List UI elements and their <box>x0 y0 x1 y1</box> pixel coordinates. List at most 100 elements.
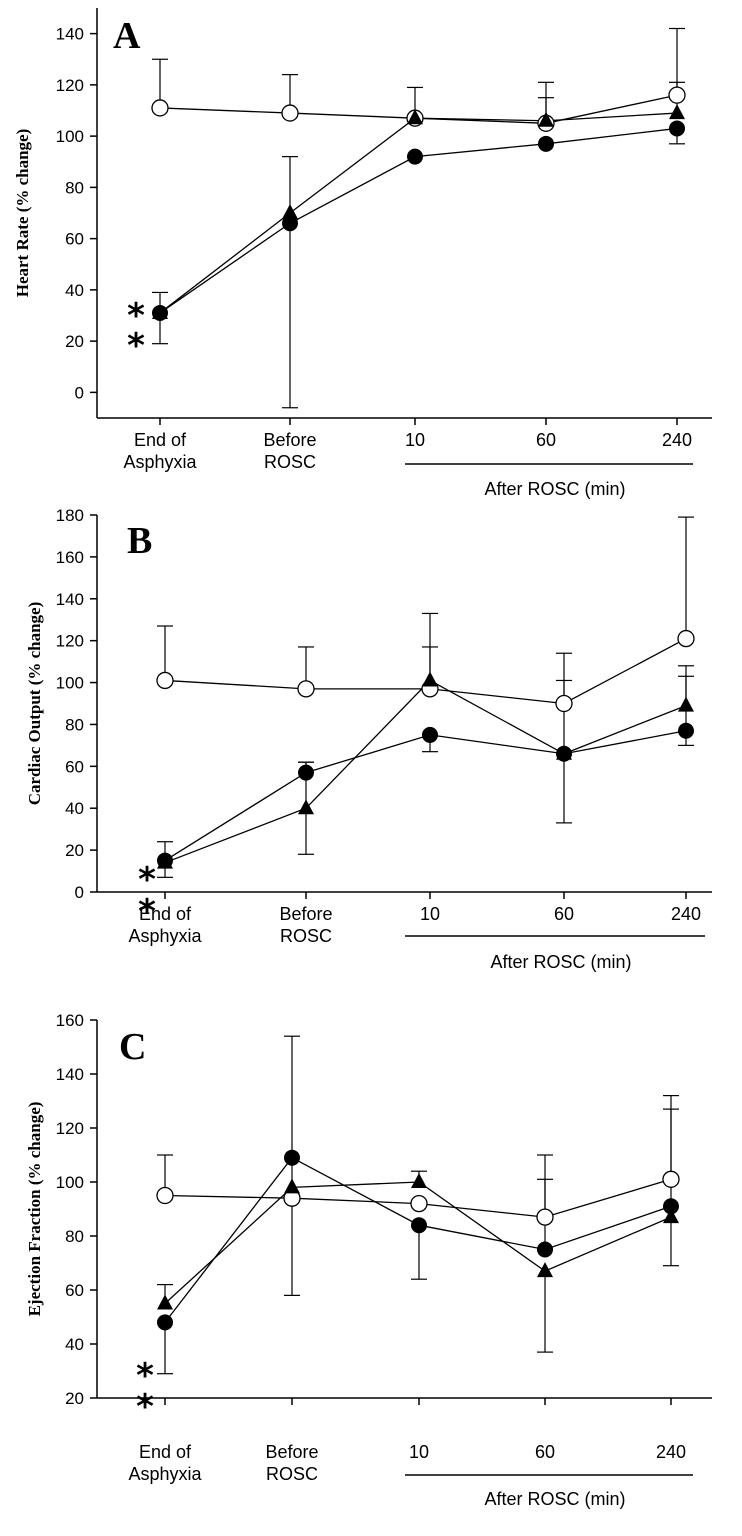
category-label-b: End of Asphyxia <box>128 904 202 946</box>
panel-c: 20 40 60 80 100 120 140 160 End of Asphyxia Before… <box>25 1011 712 1509</box>
triangle-point-b <box>298 799 314 815</box>
filled-circle-point-c <box>537 1241 553 1258</box>
open-circle-point-a <box>151 99 169 117</box>
triangle-point-c <box>663 1208 679 1224</box>
triangle-point-a <box>407 109 423 125</box>
triangle-point-a <box>669 104 685 120</box>
panel-letter-a: A <box>113 15 141 57</box>
y-tick-label-a: 100 <box>56 127 84 146</box>
category-label-c: Before ROSC <box>265 1442 318 1484</box>
filled-circle-point-c <box>663 1198 679 1215</box>
category-label-b: 10 <box>420 904 440 924</box>
y-tick-label-a: 0 <box>75 383 84 402</box>
panel-b: 0 20 40 60 80 100 120 140 160 180 End of Asphyxia Be… <box>25 506 712 972</box>
triangle-point-a <box>538 111 554 127</box>
significance-star-c: * <box>136 1387 154 1427</box>
filled-circle-point-c <box>157 1314 173 1331</box>
y-tick-label-a: 60 <box>65 230 84 249</box>
category-label-c: End of Asphyxia <box>128 1442 202 1484</box>
filled-circle-point-a <box>669 120 685 137</box>
significance-star-a: * <box>127 326 145 366</box>
y-tick-label-a: 20 <box>65 332 84 351</box>
significance-star-a: * <box>127 296 145 336</box>
open-circle-point-b <box>555 694 573 713</box>
category-label-b: 60 <box>554 904 574 924</box>
open-circle-point-c <box>662 1170 680 1188</box>
y-tick-label-c: 80 <box>65 1227 84 1246</box>
y-tick-label-b: 20 <box>65 841 84 860</box>
open-circle-point-c <box>156 1186 174 1205</box>
significance-star-b: * <box>138 860 156 900</box>
category-label-c: 240 <box>656 1442 686 1462</box>
y-tick-label-a: 40 <box>65 281 84 300</box>
series-line-filled-circle-b <box>164 730 687 862</box>
y-tick-label-c: 160 <box>56 1011 84 1030</box>
filled-circle-point-b <box>422 726 438 743</box>
y-tick-label-a: 80 <box>65 178 84 197</box>
y-tick-label-b: 40 <box>65 799 84 818</box>
y-tick-label-b: 0 <box>75 883 84 902</box>
group-label-c: After ROSC (min) <box>484 1489 625 1509</box>
triangle-point-c <box>157 1294 173 1310</box>
category-label-a: 240 <box>662 430 692 450</box>
category-label-b: 240 <box>671 904 701 924</box>
category-label-a: End of Asphyxia <box>123 430 197 472</box>
filled-circle-point-a <box>152 304 168 321</box>
triangle-point-c <box>284 1178 300 1194</box>
y-tick-label-a: 140 <box>56 25 84 44</box>
open-circle-point-a <box>668 86 686 104</box>
filled-circle-point-b <box>556 745 572 762</box>
y-axis-label-c: Ejection Fraction (% change) <box>25 1102 44 1317</box>
filled-circle-point-a <box>282 215 298 232</box>
open-circle-point-b <box>156 671 174 690</box>
significance-star-c: * <box>136 1356 154 1396</box>
y-axis-label-b: Cardiac Output (% change) <box>25 602 44 806</box>
category-label-b: Before ROSC <box>279 904 332 946</box>
y-tick-label-c: 60 <box>65 1281 84 1300</box>
panel-letter-b: B <box>127 520 152 562</box>
group-label-b: After ROSC (min) <box>490 952 631 972</box>
triangle-point-b <box>422 671 438 687</box>
significance-star-b: * <box>138 892 156 932</box>
open-circle-point-b <box>677 629 695 648</box>
open-circle-point-c <box>536 1208 554 1226</box>
y-tick-label-b: 80 <box>65 715 84 734</box>
panel-a: 0 20 40 60 80 100 120 140 End of Asphyxia Before RO… <box>13 8 712 499</box>
category-label-a: 60 <box>536 430 556 450</box>
y-tick-label-b: 120 <box>56 632 84 651</box>
open-circle-point-a <box>281 104 299 122</box>
open-circle-point-c <box>410 1194 428 1213</box>
series-line-triangle-b <box>164 679 687 864</box>
y-tick-label-c: 100 <box>56 1173 84 1192</box>
category-label-c: 60 <box>535 1442 555 1462</box>
filled-circle-point-a <box>407 148 423 165</box>
y-tick-label-a: 120 <box>56 76 84 95</box>
category-label-a: Before ROSC <box>263 430 316 472</box>
series-line-triangle-a <box>159 112 678 314</box>
filled-circle-point-a <box>538 135 554 152</box>
y-tick-label-b: 100 <box>56 674 84 693</box>
triangle-point-b <box>678 696 694 712</box>
triangle-point-c <box>537 1262 553 1278</box>
panel-letter-c: C <box>119 1026 146 1068</box>
filled-circle-point-b <box>157 852 173 869</box>
triangle-point-a <box>282 204 298 219</box>
y-tick-label-c: 20 <box>65 1389 84 1408</box>
filled-circle-point-c <box>284 1149 300 1166</box>
filled-circle-point-c <box>411 1217 427 1234</box>
filled-circle-point-b <box>298 764 314 781</box>
y-tick-label-b: 160 <box>56 548 84 567</box>
y-tick-label-c: 140 <box>56 1065 84 1084</box>
open-circle-point-b <box>297 680 315 698</box>
y-tick-label-b: 180 <box>56 506 84 525</box>
filled-circle-point-b <box>678 722 694 739</box>
category-label-c: 10 <box>409 1442 429 1462</box>
triangle-point-c <box>411 1173 427 1188</box>
y-tick-label-b: 140 <box>56 590 84 609</box>
y-tick-label-c: 120 <box>56 1119 84 1138</box>
group-label-a: After ROSC (min) <box>484 479 625 499</box>
y-tick-label-b: 60 <box>65 757 84 776</box>
y-tick-label-c: 40 <box>65 1335 84 1354</box>
category-label-a: 10 <box>405 430 425 450</box>
